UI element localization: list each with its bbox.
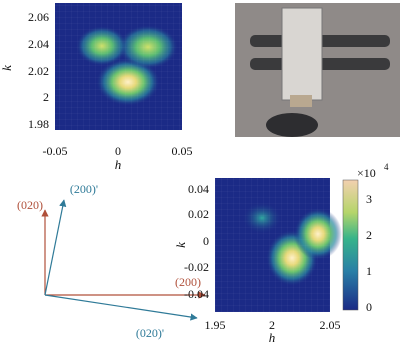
y-tick-label: 2.06: [28, 10, 49, 24]
vector-diagram: (020) (200)' (200) (020)': [17, 182, 206, 340]
colorbar-tick-label: 3: [366, 192, 372, 206]
sample-holder: [281, 7, 323, 101]
colorbar-scale: ×10: [357, 166, 376, 180]
y-tick-label: 2: [43, 90, 49, 104]
base: [266, 113, 318, 137]
y-tick-label: 0.04: [188, 182, 209, 196]
grid: [215, 178, 330, 312]
x-tick-label: 0: [115, 144, 121, 158]
x-tick-label: -0.05: [43, 144, 68, 158]
heatmap-bottom: [215, 178, 342, 312]
vector-label: (200): [175, 275, 201, 289]
x-tick-label: 2.05: [320, 318, 341, 332]
y-tick-label: 2.02: [28, 64, 49, 78]
photo: [235, 3, 400, 137]
vector-label: (200)': [70, 182, 98, 196]
x-tick-label: 1.95: [205, 318, 226, 332]
y-tick-label: 0: [203, 234, 209, 248]
vector-label: (020): [17, 198, 43, 212]
y-tick-label: 2.04: [28, 37, 49, 51]
colorbar-tick-label: 2: [366, 228, 372, 242]
colorbar-tick-label: 0: [366, 300, 372, 314]
clamp: [290, 95, 312, 107]
arrow: [44, 199, 67, 296]
colorbar-exponent: 4: [384, 162, 389, 172]
x-tick-label: 2: [269, 318, 275, 332]
x-label: h: [269, 330, 276, 343]
y-tick-label: -0.04: [184, 287, 209, 301]
heatmap-top: [55, 3, 182, 130]
y-label: k: [0, 65, 14, 71]
y-tick-label: 1.98: [28, 117, 49, 131]
grid: [55, 3, 182, 130]
vector-label: (020)': [136, 326, 164, 340]
colorbar: [342, 179, 359, 311]
y-label: k: [173, 242, 188, 248]
y-tick-label: -0.02: [184, 260, 209, 274]
colorbar-tick-label: 1: [366, 264, 372, 278]
x-tick-label: 0.05: [172, 144, 193, 158]
x-label: h: [115, 157, 122, 172]
arrow: [44, 294, 198, 321]
y-tick-label: 0.02: [188, 207, 209, 221]
